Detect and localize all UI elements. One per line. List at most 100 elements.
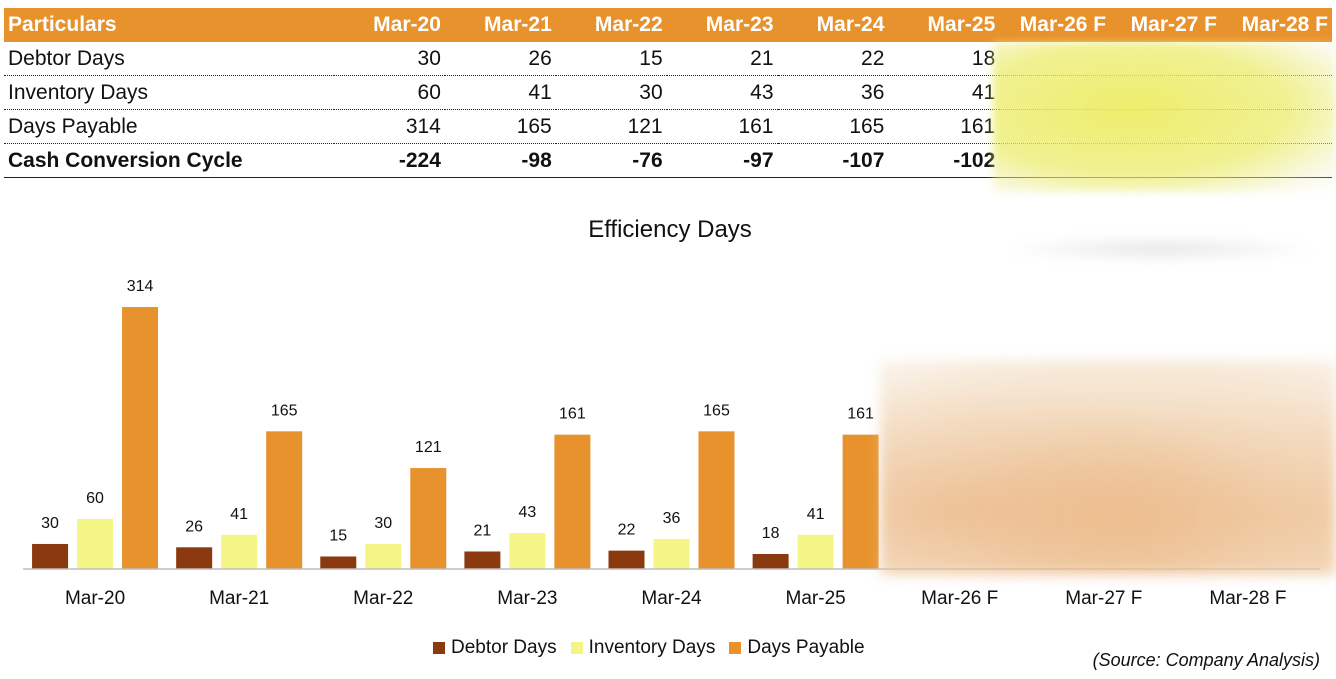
bar-debtor-days	[608, 550, 645, 569]
data-label: 18	[762, 525, 780, 542]
bar-inventory-days	[797, 534, 834, 569]
redacted-forecast-table-area	[993, 42, 1336, 192]
x-tick-label: Mar-21	[209, 588, 269, 609]
legend-item-debtor-days: Debtor Days	[433, 637, 557, 659]
bar-days-payable	[842, 434, 879, 569]
table-header-cell: Mar-22	[555, 8, 667, 42]
table-cell: -102	[888, 143, 1000, 178]
data-label: 26	[185, 518, 203, 535]
bar-days-payable	[410, 468, 447, 569]
table-cell: 161	[666, 109, 778, 144]
table-header-cell: Mar-28 F	[1221, 8, 1332, 42]
x-tick-label: Mar-28 F	[1209, 588, 1286, 609]
table-cell: 314	[334, 109, 445, 144]
table-cell: Debtor Days	[4, 42, 334, 76]
bar-inventory-days	[509, 533, 546, 569]
x-tick-label: Mar-23	[497, 588, 557, 609]
table-header-row: Particulars Mar-20 Mar-21 Mar-22 Mar-23 …	[4, 8, 1332, 42]
table-cell: 30	[555, 75, 667, 110]
bar-inventory-days	[221, 534, 258, 569]
table-cell: Cash Conversion Cycle	[4, 143, 334, 178]
legend-swatch	[570, 642, 583, 654]
legend-label: Inventory Days	[588, 637, 716, 658]
bar-debtor-days	[320, 556, 357, 569]
x-tick-label: Mar-27 F	[1065, 588, 1142, 609]
table-cell: 36	[777, 75, 889, 110]
data-label: 43	[518, 504, 536, 521]
source-note: (Source: Company Analysis)	[1092, 650, 1320, 670]
data-label: 36	[663, 510, 681, 527]
chart-legend: Debtor Days Inventory Days Days Payable	[433, 636, 865, 660]
data-label: 161	[559, 406, 586, 423]
table-cell: 41	[888, 75, 1000, 110]
x-tick-label: Mar-22	[353, 588, 413, 609]
table-cell: 15	[555, 42, 667, 76]
bar-days-payable	[698, 431, 735, 569]
redacted-chart-area	[1010, 236, 1310, 262]
x-ticks-group: Mar-20 Mar-21 Mar-22 Mar-23 Mar-24 Mar-25 Mar-…	[65, 588, 1287, 609]
table-cell: 121	[555, 109, 667, 144]
table-cell: 165	[777, 109, 889, 144]
bar-debtor-days	[32, 543, 69, 569]
table-header-cell: Mar-27 F	[1110, 8, 1221, 42]
table-cell: -107	[777, 143, 889, 178]
table-cell: 21	[666, 42, 778, 76]
table-header-cell: Mar-23	[666, 8, 778, 42]
table-cell: Inventory Days	[4, 75, 334, 110]
bar-debtor-days	[752, 553, 789, 569]
data-label: 21	[473, 522, 491, 539]
bar-inventory-days	[365, 543, 402, 569]
table-cell: -224	[334, 143, 445, 178]
bar-debtor-days	[176, 547, 213, 569]
table-header-cell: Mar-24	[777, 8, 889, 42]
table-cell: 43	[666, 75, 778, 110]
legend-label: Debtor Days	[451, 637, 557, 658]
data-label: 22	[618, 522, 636, 539]
table-header-cell: Mar-21	[444, 8, 556, 42]
table-header-cell: Mar-26 F	[999, 8, 1111, 42]
table-cell: 60	[334, 75, 445, 110]
legend-item-inventory-days: Inventory Days	[570, 637, 716, 659]
data-label: 121	[415, 439, 442, 456]
bar-inventory-days	[77, 518, 114, 569]
table-cell: 26	[444, 42, 556, 76]
legend-swatch	[433, 642, 445, 654]
table-cell: 161	[888, 109, 1000, 144]
table-cell: 18	[888, 42, 1000, 76]
table-cell: 30	[334, 42, 445, 76]
table-cell: -97	[666, 143, 778, 178]
data-label: 41	[230, 506, 248, 523]
table-cell: 165	[444, 109, 556, 144]
data-label: 41	[807, 506, 825, 523]
table-cell: -98	[444, 143, 556, 178]
data-label: 165	[271, 402, 298, 419]
table-cell: 41	[444, 75, 556, 110]
chart-title: Efficiency Days	[588, 216, 752, 243]
bar-days-payable	[122, 307, 159, 569]
table-cell: 22	[777, 42, 889, 76]
bar-debtor-days	[464, 551, 501, 569]
bar-days-payable	[554, 434, 591, 569]
efficiency-days-chart: Efficiency Days 30 60 314 26 41 165 15 30 121 21 4…	[23, 216, 1320, 609]
table-header-cell: Particulars	[4, 8, 334, 42]
legend-item-days-payable: Days Payable	[729, 637, 865, 659]
x-tick-label: Mar-24	[641, 588, 702, 609]
data-label: 314	[127, 278, 154, 295]
data-label: 15	[329, 527, 347, 544]
data-label: 30	[374, 515, 392, 532]
table-header-cell: Mar-20	[334, 8, 445, 42]
data-label: 161	[847, 406, 874, 423]
redacted-forecast-bars	[880, 360, 1336, 575]
bars-group: 30 60 314 26 41 165 15 30 121 21 43 161 22 36 165 18 41 1…	[32, 278, 879, 569]
x-tick-label: Mar-20	[65, 588, 125, 609]
data-label: 165	[703, 402, 730, 419]
x-tick-label: Mar-26 F	[921, 588, 998, 609]
bar-days-payable	[266, 431, 303, 569]
table-cell: Days Payable	[4, 109, 334, 144]
data-label: 60	[86, 490, 104, 507]
table-cell: -76	[555, 143, 667, 178]
legend-swatch	[729, 642, 742, 654]
legend-label: Days Payable	[747, 637, 865, 658]
table-header-cell: Mar-25	[888, 8, 1000, 42]
bar-inventory-days	[653, 538, 690, 569]
